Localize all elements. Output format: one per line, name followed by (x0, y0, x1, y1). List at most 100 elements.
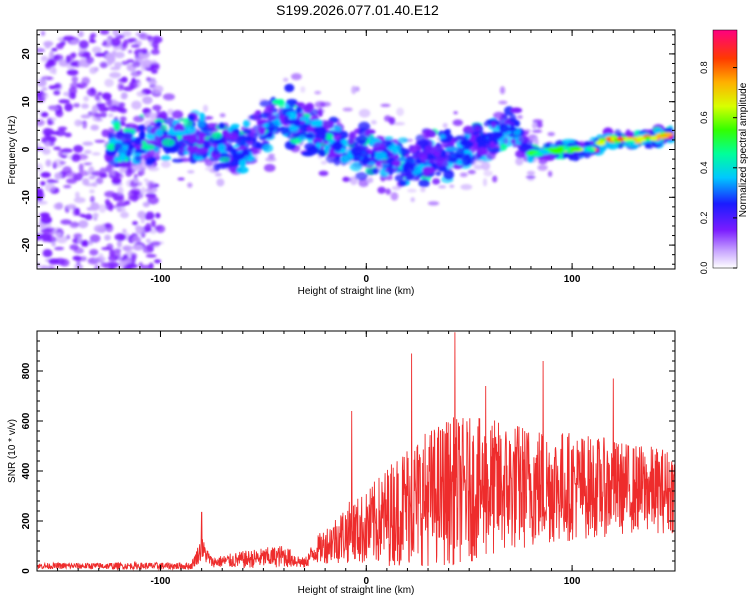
spectrogram-blob (155, 120, 163, 127)
spectrogram-blob (498, 100, 508, 105)
spectrogram-blob (46, 179, 59, 184)
spectrogram-blob (69, 82, 80, 89)
spectrogram-blob (596, 140, 606, 146)
spectrogram-blob (160, 160, 171, 168)
spectrogram-blob (89, 39, 97, 43)
spectrogram-blob (100, 262, 108, 268)
spectrogram-blob (320, 160, 327, 165)
spectrogram-blob (438, 185, 447, 189)
spectrogram-blob (197, 118, 206, 128)
spectrogram-blob (53, 90, 61, 96)
spectrogram-blob (101, 247, 112, 251)
spectrogram-blob (99, 30, 110, 35)
spectrogram-blob (89, 234, 101, 243)
spectrogram-blob (80, 114, 91, 119)
spectrogram-blob (300, 86, 306, 93)
spectrogram-blob (273, 120, 281, 126)
spectrogram-blob (394, 174, 404, 182)
spectrogram-blob (90, 32, 97, 38)
spectrogram-blob (636, 137, 646, 142)
spectrogram-blob (219, 113, 226, 118)
spectrogram-blob (295, 106, 302, 113)
spectrogram-blob (40, 30, 46, 36)
spectrogram-blob (88, 175, 96, 180)
spectrogram-blob (117, 186, 124, 196)
spectrogram-blob (116, 239, 122, 248)
spectrogram-blob (93, 224, 106, 233)
colorbar-tick-label: 0.6 (699, 111, 709, 124)
spectrogram-blob (104, 78, 114, 88)
spectrogram-blob (109, 249, 116, 257)
spectrogram-blob (459, 172, 468, 178)
spectrogram-blob (76, 257, 81, 266)
spectrogram-blob (106, 55, 116, 64)
spectrogram-blob (203, 140, 210, 149)
spectrogram-blob (255, 142, 261, 149)
spectrogram-blob (98, 204, 107, 213)
spectrogram-blob (72, 207, 78, 217)
spectrogram-blob (380, 103, 391, 107)
spectrogram-blob (258, 126, 266, 135)
colorbar-label: Normalized spectral amplitude (738, 82, 749, 217)
spectrogram-blob (82, 51, 91, 58)
spectrogram-xtick-label: 0 (364, 274, 370, 285)
spectrogram-blob (477, 140, 487, 150)
spectrogram-blob (231, 152, 245, 161)
spectrogram-blob (216, 178, 225, 187)
spectrogram-blob (145, 159, 154, 166)
spectrogram-blob (299, 125, 306, 132)
spectrogram-blob (217, 143, 227, 152)
spectrogram-blob (305, 133, 315, 139)
spectrogram-blob (616, 137, 623, 141)
spectrogram-blob (54, 83, 62, 89)
spectrogram-blob (396, 107, 404, 117)
spectrogram-blob (346, 138, 355, 145)
colorbar (712, 29, 738, 269)
colorbar-ticks: 0.0 0.2 0.4 0.6 0.8 (699, 61, 737, 274)
spectrogram-blob (298, 134, 307, 142)
spectrogram-blob (113, 255, 119, 261)
spectrogram-blob (119, 116, 127, 122)
spectrogram-blob (130, 254, 136, 264)
spectrogram-blob (121, 140, 131, 146)
spectrogram-blob (662, 132, 674, 136)
spectrogram-blob (55, 232, 61, 238)
snr-xtick-label: 0 (364, 576, 370, 587)
spectrogram-blob (71, 76, 79, 83)
spectrogram-blob (114, 248, 122, 253)
spectrogram-blob (372, 167, 379, 175)
spectrogram-blob (489, 141, 495, 149)
spectrogram-ytick-label: 20 (21, 48, 32, 60)
spectrogram-blob (377, 186, 386, 194)
spectrogram-blob (319, 101, 331, 107)
spectrogram-blob (75, 191, 80, 199)
spectrogram-blob (92, 46, 102, 54)
spectrogram-blob (79, 213, 86, 218)
spectrogram-blob (287, 119, 301, 125)
spectrogram-blob (92, 212, 99, 218)
spectrogram-blob (113, 121, 121, 131)
spectrogram-blob (562, 140, 568, 147)
spectrogram-blob (37, 142, 41, 147)
spectrogram-blob (353, 152, 362, 162)
spectrogram-blob (267, 114, 277, 121)
spectrogram-blob (41, 238, 53, 242)
spectrogram-blob (138, 33, 150, 40)
spectrogram-blob (318, 170, 329, 176)
spectrogram-blob (467, 169, 476, 175)
spectrogram-blob (37, 163, 44, 172)
snr-xtick-label: -100 (150, 576, 170, 587)
spectrogram-blob (438, 165, 448, 172)
spectrogram-blob (383, 148, 391, 153)
spectrogram-blob (101, 129, 110, 138)
spectrogram-blob (137, 210, 146, 219)
spectrogram-blob (392, 159, 402, 168)
spectrogram-blob (263, 163, 276, 172)
spectrogram-blob (510, 107, 523, 114)
spectrogram-blob (482, 178, 488, 187)
spectrogram-blob (82, 120, 88, 129)
spectrogram-blob (48, 258, 60, 265)
spectrogram-blob (122, 254, 128, 260)
colorbar-tick-label: 0.8 (699, 61, 709, 74)
spectrogram-blob (385, 188, 391, 195)
